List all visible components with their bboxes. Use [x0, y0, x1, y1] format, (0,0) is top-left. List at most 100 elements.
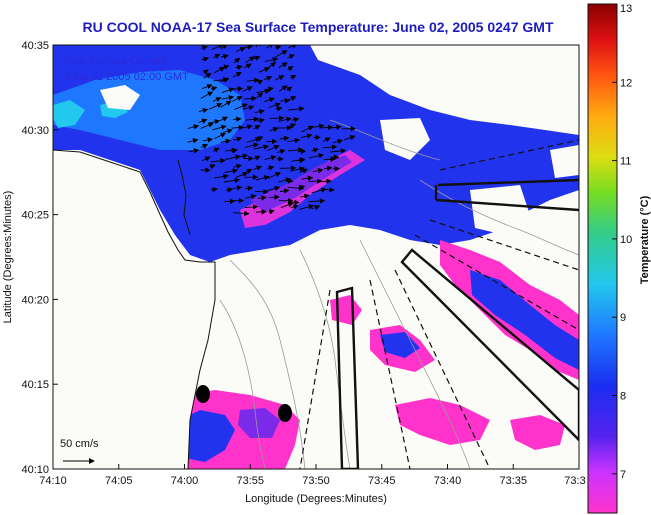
y-axis: 40:35 40:30 40:25 40:20 40:15 40:10 [21, 40, 58, 476]
current-vector [244, 185, 254, 192]
current-vector [265, 57, 279, 63]
current-vector [224, 168, 239, 174]
x-tick-label: 73:35 [499, 475, 527, 487]
x-tick-label: 74:00 [171, 475, 199, 487]
current-vector [279, 188, 290, 194]
current-vector [269, 115, 285, 121]
current-vector [233, 136, 243, 142]
current-vector [263, 75, 273, 81]
current-vector [298, 204, 315, 210]
current-vector [220, 116, 229, 122]
x-tick-label: 73:55 [236, 475, 264, 487]
current-vector [253, 55, 261, 61]
current-vector [225, 187, 234, 193]
sst-patch-east-blue [470, 270, 579, 370]
y-tick-label: 40:15 [21, 379, 49, 391]
current-vector [288, 106, 305, 112]
x-tick-label: 73:50 [302, 475, 330, 487]
plot-area [53, 45, 579, 469]
colorbar-tick-label: 9 [620, 312, 626, 324]
y-tick-label: 40:35 [21, 40, 49, 52]
x-tick-label: 74:10 [39, 475, 67, 487]
current-vector [200, 91, 214, 99]
current-vector [213, 53, 221, 59]
current-vector [278, 85, 288, 92]
current-vector [267, 144, 280, 151]
current-vector [236, 153, 249, 159]
current-vector [274, 50, 288, 58]
current-vector [221, 45, 228, 50]
current-vector [208, 102, 223, 110]
x-axis: 74:10 74:05 74:00 73:55 73:50 73:45 73:40 73:35… [39, 464, 586, 487]
sst-patch-mid-blue [380, 332, 420, 358]
current-vector [264, 86, 274, 92]
current-vector [234, 64, 243, 70]
current-vector [234, 103, 248, 110]
current-vector [210, 186, 218, 193]
colorbar-tick-label: 7 [620, 469, 626, 481]
current-vector [242, 45, 253, 50]
current-vector [288, 147, 304, 153]
current-vector [223, 177, 241, 184]
current-vector [210, 158, 226, 164]
current-vector [312, 167, 324, 174]
current-vector [255, 209, 267, 215]
current-vector [233, 116, 242, 122]
colorbar-tick-label: 10 [620, 234, 632, 246]
shipping-lanes [299, 139, 579, 469]
current-vector [288, 45, 298, 49]
current-vector [200, 122, 214, 129]
current-vector [297, 184, 306, 191]
current-vector [233, 185, 243, 191]
current-vector [231, 124, 245, 131]
y-tick-label: 40:30 [21, 125, 49, 137]
cloud-mask-3 [100, 85, 140, 110]
current-vector [266, 45, 274, 49]
current-vector [274, 45, 282, 51]
current-vector [319, 178, 332, 184]
current-vector [225, 154, 241, 160]
current-vector [265, 185, 281, 192]
current-vector [235, 171, 249, 178]
x-axis-label: Longitude (Degrees:Minutes) [245, 493, 387, 505]
current-vector [300, 193, 310, 199]
current-vector [323, 144, 338, 150]
current-vector [268, 62, 277, 68]
current-vector [244, 142, 260, 148]
current-vector [301, 175, 314, 181]
current-vector [242, 105, 255, 111]
current-vector [290, 204, 299, 210]
colorbar-tick-label: 13 [620, 3, 632, 15]
current-vector [214, 132, 227, 140]
current-vector [289, 74, 297, 80]
sst-field-cyan [53, 100, 85, 128]
current-vector [213, 66, 226, 74]
current-vector [187, 124, 200, 130]
current-vector [219, 77, 230, 83]
current-vector [202, 137, 213, 143]
land-mass [53, 149, 216, 469]
x-tick-label: 73:45 [368, 475, 396, 487]
current-vector [269, 127, 279, 133]
current-vector [200, 45, 208, 51]
colorbar-tick-label: 8 [620, 391, 626, 403]
y-axis-label: Latitude (Degrees:Minutes) [2, 191, 14, 324]
current-vector [209, 119, 221, 125]
colorbar-label: Temperature (°C) [639, 195, 651, 284]
current-vector [253, 124, 261, 131]
current-vector [268, 209, 275, 215]
current-vector [323, 187, 335, 193]
current-vector [332, 138, 344, 145]
current-vector [299, 168, 308, 174]
channel-outlines [335, 178, 579, 469]
current-vector [246, 77, 260, 84]
current-vector [311, 187, 327, 194]
current-vector [264, 155, 277, 161]
current-vector [220, 53, 229, 60]
current-vector [323, 165, 333, 171]
current-vector [245, 56, 255, 64]
current-vector [330, 148, 347, 154]
y-tick-label: 40:10 [21, 464, 49, 476]
station-marker-1 [196, 385, 210, 403]
